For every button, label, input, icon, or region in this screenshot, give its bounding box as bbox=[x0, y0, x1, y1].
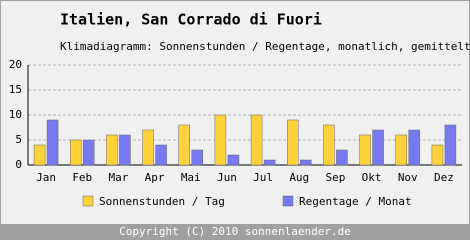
legend-swatch bbox=[282, 195, 294, 207]
bar bbox=[300, 159, 312, 166]
legend-label: Regentage / Monat bbox=[299, 195, 412, 208]
bar bbox=[178, 124, 190, 166]
bar bbox=[191, 149, 203, 166]
bar bbox=[70, 139, 82, 166]
bar bbox=[142, 129, 154, 166]
bar bbox=[214, 114, 227, 166]
y-tick-label: 20 bbox=[9, 58, 22, 71]
y-tick-label: 0 bbox=[15, 158, 22, 171]
bar bbox=[372, 129, 384, 166]
bar bbox=[444, 124, 457, 166]
y-tick-label: 15 bbox=[9, 83, 22, 96]
bar bbox=[227, 154, 240, 166]
bar bbox=[119, 134, 131, 166]
bar bbox=[155, 144, 167, 166]
chart-title: Italien, San Corrado di Fuori bbox=[60, 11, 322, 29]
bar bbox=[263, 159, 276, 166]
bar bbox=[395, 134, 407, 166]
bar bbox=[431, 144, 444, 166]
x-tick-label: Jul bbox=[253, 171, 273, 184]
x-tick-label: Feb bbox=[72, 171, 92, 184]
footer-bar bbox=[0, 224, 470, 240]
x-tick-label: Aug bbox=[289, 171, 309, 184]
x-tick-label: Sep bbox=[325, 171, 345, 184]
x-tick-label: Apr bbox=[145, 171, 165, 184]
bar bbox=[83, 139, 95, 166]
bar bbox=[46, 119, 59, 166]
bar bbox=[287, 119, 299, 166]
bar bbox=[359, 134, 371, 166]
x-tick-label: Mar bbox=[108, 171, 128, 184]
bar bbox=[106, 134, 118, 166]
x-tick-label: Nov bbox=[398, 171, 418, 184]
bar bbox=[250, 114, 263, 166]
footer: Copyright (C) 2010 sonnenlaender.de bbox=[119, 225, 351, 238]
legend-swatch bbox=[82, 195, 94, 207]
bar bbox=[336, 149, 348, 166]
x-tick-label: Dez bbox=[434, 171, 454, 184]
x-tick-label: Jan bbox=[36, 171, 56, 184]
y-tick-label: 10 bbox=[9, 108, 22, 121]
x-tick-label: Mai bbox=[181, 171, 201, 184]
bar bbox=[33, 144, 46, 166]
bar bbox=[408, 129, 420, 166]
chart-subtitle: Klimadiagramm: Sonnenstunden / Regentage… bbox=[60, 40, 470, 53]
y-tick-label: 5 bbox=[15, 133, 22, 146]
x-tick-label: Okt bbox=[362, 171, 382, 184]
bar bbox=[323, 124, 335, 166]
x-tick-label: Jun bbox=[217, 171, 237, 184]
legend-label: Sonnenstunden / Tag bbox=[99, 195, 225, 208]
